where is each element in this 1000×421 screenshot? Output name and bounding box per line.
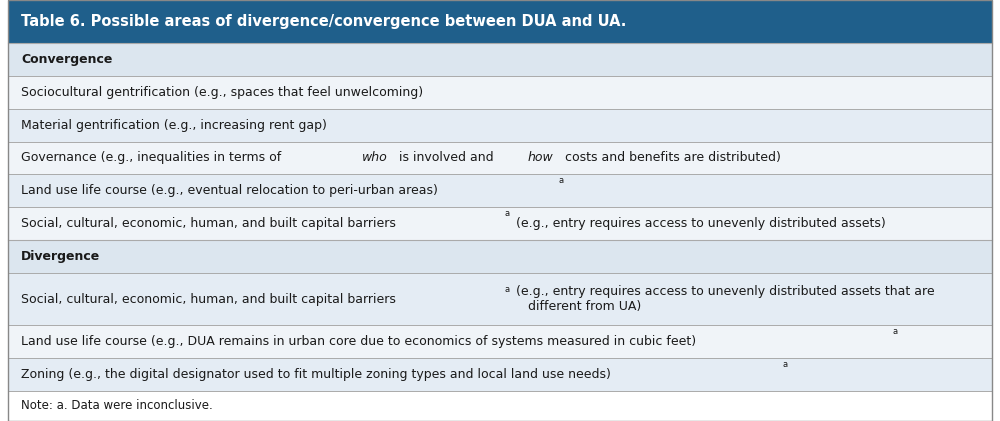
Text: a: a [559,176,564,185]
FancyBboxPatch shape [8,0,992,43]
FancyBboxPatch shape [8,391,992,421]
Text: a: a [892,327,897,336]
Text: Land use life course (e.g., DUA remains in urban core due to economics of system: Land use life course (e.g., DUA remains … [21,335,696,348]
Text: how: how [528,152,553,165]
Text: who: who [362,152,388,165]
FancyBboxPatch shape [8,76,992,109]
Text: Table 6. Possible areas of divergence/convergence between DUA and UA.: Table 6. Possible areas of divergence/co… [21,14,626,29]
FancyBboxPatch shape [8,207,992,240]
FancyBboxPatch shape [8,43,992,76]
Text: Social, cultural, economic, human, and built capital barriers: Social, cultural, economic, human, and b… [21,293,396,306]
FancyBboxPatch shape [8,358,992,391]
Text: a: a [505,285,510,294]
Text: Land use life course (e.g., eventual relocation to peri-urban areas): Land use life course (e.g., eventual rel… [21,184,438,197]
Text: is involved and: is involved and [395,152,498,165]
FancyBboxPatch shape [8,240,992,273]
FancyBboxPatch shape [8,273,992,325]
Text: Sociocultural gentrification (e.g., spaces that feel unwelcoming): Sociocultural gentrification (e.g., spac… [21,86,423,99]
Text: Material gentrification (e.g., increasing rent gap): Material gentrification (e.g., increasin… [21,119,327,132]
FancyBboxPatch shape [8,325,992,358]
FancyBboxPatch shape [8,109,992,141]
Text: Zoning (e.g., the digital designator used to fit multiple zoning types and local: Zoning (e.g., the digital designator use… [21,368,611,381]
Text: Note: a. Data were inconclusive.: Note: a. Data were inconclusive. [21,400,213,413]
Text: a: a [782,360,787,369]
Text: (e.g., entry requires access to unevenly distributed assets that are
    differe: (e.g., entry requires access to unevenly… [512,285,934,313]
Text: Social, cultural, economic, human, and built capital barriers: Social, cultural, economic, human, and b… [21,217,396,230]
Text: Governance (e.g., inequalities in terms of: Governance (e.g., inequalities in terms … [21,152,285,165]
Text: (e.g., entry requires access to unevenly distributed assets): (e.g., entry requires access to unevenly… [512,217,885,230]
Text: Convergence: Convergence [21,53,112,66]
FancyBboxPatch shape [8,141,992,174]
Text: Divergence: Divergence [21,250,100,263]
Text: costs and benefits are distributed): costs and benefits are distributed) [561,152,781,165]
FancyBboxPatch shape [8,174,992,207]
Text: a: a [505,209,510,218]
